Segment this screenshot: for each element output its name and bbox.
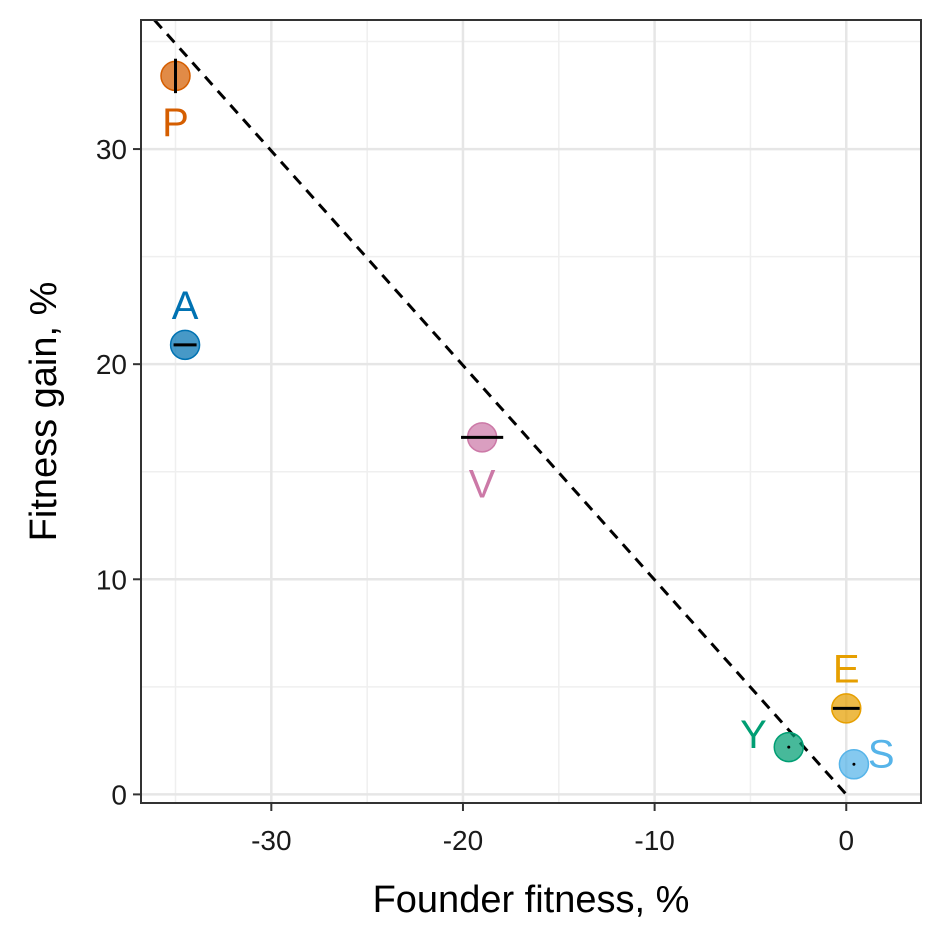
point-label: S — [868, 732, 895, 776]
y-tick-label: 20 — [96, 349, 127, 380]
y-tick-label: 0 — [111, 779, 127, 810]
plot-border — [140, 19, 922, 804]
point-center — [852, 762, 856, 766]
y-tick-label: 30 — [96, 134, 127, 165]
point-e: E — [831, 647, 862, 724]
point-a: A — [169, 284, 201, 361]
point-label: A — [172, 284, 199, 328]
point-p: P — [160, 58, 191, 145]
y-tick-label: 10 — [96, 564, 127, 595]
point-v: V — [461, 422, 504, 506]
data-points: P A V E Y S — [160, 58, 895, 780]
point-label: P — [162, 101, 189, 145]
x-tick-label: -30 — [251, 825, 291, 856]
point-label: V — [469, 462, 496, 506]
x-tick-label: -10 — [634, 825, 674, 856]
point-label: E — [833, 647, 860, 691]
x-tick-label: 0 — [838, 825, 854, 856]
y-axis: 0 10 20 30 — [96, 134, 141, 810]
point-y: Y — [740, 713, 805, 763]
point-center — [787, 745, 791, 749]
point-label: Y — [740, 713, 767, 757]
x-axis: -30 -20 -10 0 — [251, 803, 854, 856]
y-axis-title: Fitness gain, % — [23, 282, 65, 542]
x-tick-label: -20 — [443, 825, 483, 856]
x-axis-title: Founder fitness, % — [373, 879, 690, 921]
point-s: S — [838, 732, 895, 780]
reference-line — [153, 19, 848, 796]
